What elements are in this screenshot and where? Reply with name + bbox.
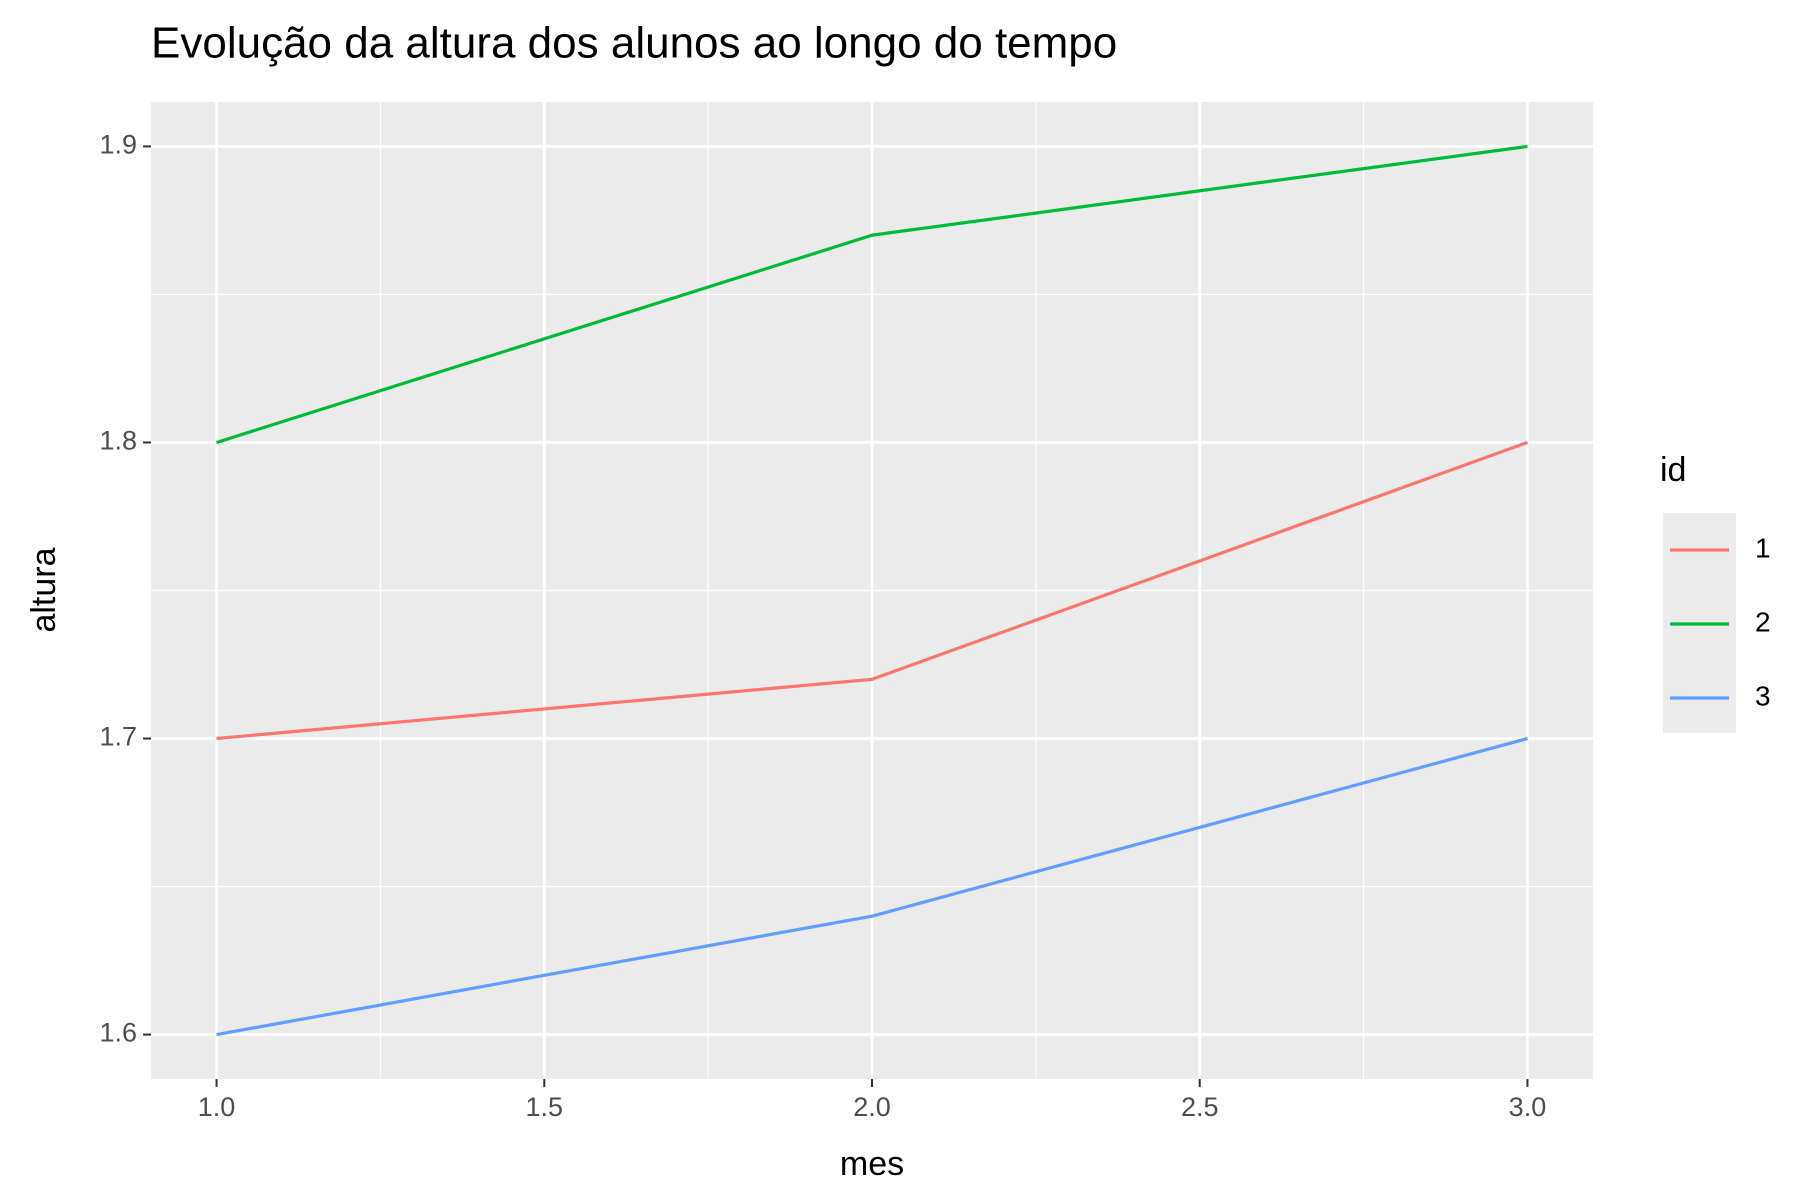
y-tick-label: 1.8 [99,426,137,456]
y-axis-label: altura [25,547,63,632]
x-tick-label: 1.0 [198,1092,236,1122]
y-tick-label: 1.6 [99,1018,137,1048]
x-tick-label: 1.5 [525,1092,563,1122]
series-line [216,440,1528,741]
x-tick-label: 3.0 [1509,1092,1547,1122]
chart-title: Evolução da altura dos alunos ao longo d… [151,19,1117,68]
legend-label: 2 [1755,606,1771,637]
series-line [216,736,1528,1037]
series-line [216,144,1528,444]
legend-title: id [1660,451,1686,489]
legend-label: 3 [1755,680,1771,711]
x-tick-label: 2.5 [1181,1092,1219,1122]
x-tick-label: 2.0 [853,1092,891,1122]
y-tick-label: 1.9 [99,130,137,160]
y-tick-label: 1.7 [99,722,137,752]
x-axis-label: mes [840,1145,904,1183]
legend-label: 1 [1755,532,1771,563]
